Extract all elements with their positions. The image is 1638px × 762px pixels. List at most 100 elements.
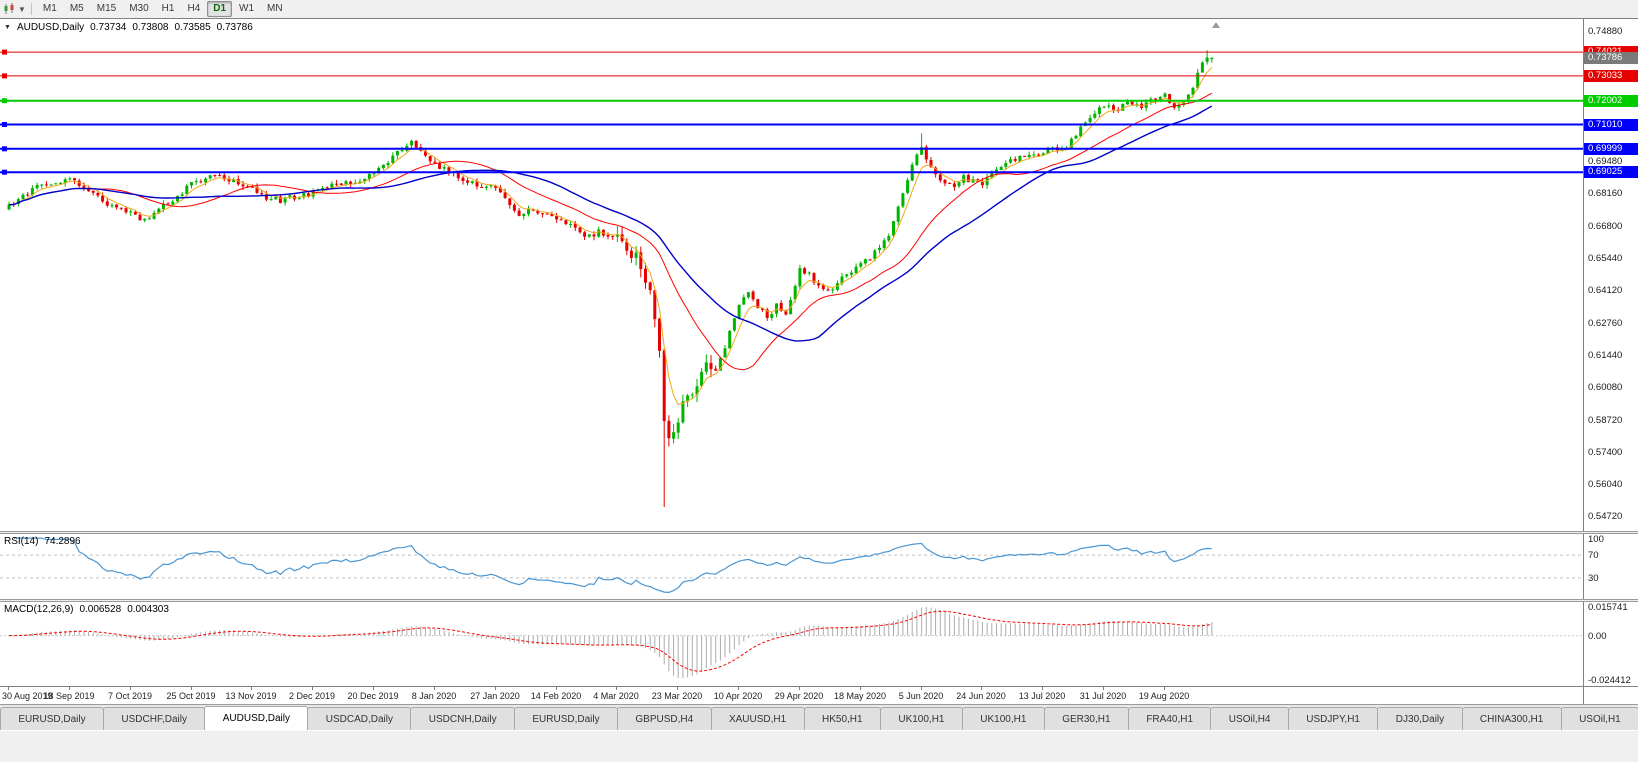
chart-tab-gbpusd-h4[interactable]: GBPUSD,H4 xyxy=(616,707,712,730)
rsi-axis-label: 70 xyxy=(1588,550,1599,561)
chart-tab-eurusd-daily[interactable]: EURUSD,Daily xyxy=(0,707,105,730)
macd-main-value: 0.006528 xyxy=(79,604,122,615)
chart-tab-hk50-h1[interactable]: HK50,H1 xyxy=(803,707,881,730)
panel-splitter[interactable] xyxy=(0,531,1638,534)
date-label: 29 Apr 2020 xyxy=(774,691,824,701)
timeframe-button-m1[interactable]: M1 xyxy=(42,3,57,14)
price-axis-label: 0.65440 xyxy=(1588,253,1623,264)
chart-tab-eurusd-daily[interactable]: EURUSD,Daily xyxy=(513,707,618,730)
ohlc-low: 0.73585 xyxy=(174,22,211,33)
macd-panel: MACD(12,26,9) 0.006528 0.004303 xyxy=(0,602,1583,686)
date-label: 10 Apr 2020 xyxy=(713,691,763,701)
date-label: 25 Oct 2019 xyxy=(166,691,216,701)
status-bar xyxy=(0,730,1638,762)
hline-price-box: 0.69025 xyxy=(1584,166,1638,178)
price-axis-label: 0.62760 xyxy=(1588,318,1623,329)
date-tick xyxy=(1042,687,1043,690)
timeframe-button-m30[interactable]: M30 xyxy=(129,3,149,14)
chart-tab-usoil-h4[interactable]: USOil,H4 xyxy=(1210,707,1289,730)
chart-tab-dj30-daily[interactable]: DJ30,Daily xyxy=(1377,707,1463,730)
moving-averages xyxy=(8,67,1213,406)
timeframe-toolbar: ▼ M1 M5 M15 M30 H1 H4 D1 W1 MN xyxy=(0,0,1638,18)
timeframe-button-w1[interactable]: W1 xyxy=(239,3,255,14)
timeframe-button-m5[interactable]: M5 xyxy=(69,3,84,14)
rsi-value: 74.2896 xyxy=(44,536,81,547)
price-axis-label: 0.68160 xyxy=(1588,188,1623,199)
price-chart-canvas[interactable] xyxy=(0,19,1583,531)
date-tick xyxy=(556,687,557,690)
panel-splitter[interactable] xyxy=(0,599,1638,602)
date-label: 18 Sep 2019 xyxy=(43,691,95,701)
date-tick xyxy=(1103,687,1104,690)
hline-price-box: 0.73033 xyxy=(1584,70,1638,82)
price-axis-label: 0.61440 xyxy=(1588,350,1623,361)
macd-row: MACD(12,26,9) 0.006528 0.004303 0.015741… xyxy=(0,602,1638,686)
bid-price-box: 0.73786 xyxy=(1584,52,1638,64)
date-tick xyxy=(8,687,9,690)
chart-tab-usdchf-daily[interactable]: USDCHF,Daily xyxy=(103,707,206,730)
macd-label: MACD(12,26,9) 0.006528 0.004303 xyxy=(4,604,169,615)
price-axis-label: 0.69480 xyxy=(1588,156,1623,167)
date-tick xyxy=(130,687,131,690)
rsi-axis[interactable]: 100 70 30 xyxy=(1583,534,1638,599)
price-axis-label: 0.74880 xyxy=(1588,26,1623,37)
rsi-canvas[interactable] xyxy=(0,534,1583,599)
ohlc-close: 0.73786 xyxy=(216,22,253,33)
date-label: 20 Dec 2019 xyxy=(347,691,399,701)
hline-handle xyxy=(2,146,7,152)
main-chart-panel: ▼ AUDUSD,Daily 0.73734 0.73808 0.73585 0… xyxy=(0,19,1583,531)
date-label: 5 Jun 2020 xyxy=(898,691,944,701)
rsi-axis-label: 30 xyxy=(1588,573,1599,584)
chart-tab-xauusd-h1[interactable]: XAUUSD,H1 xyxy=(710,707,805,730)
chart-tab-fra40-h1[interactable]: FRA40,H1 xyxy=(1127,707,1212,730)
hline-price-box: 0.71010 xyxy=(1584,119,1638,131)
chart-tab-audusd-daily[interactable]: AUDUSD,Daily xyxy=(204,706,309,730)
date-label: 14 Feb 2020 xyxy=(530,691,582,701)
timeframe-button-m15[interactable]: M15 xyxy=(96,3,117,14)
chart-shift-marker[interactable] xyxy=(1212,22,1220,28)
chart-tab-ger30-h1[interactable]: GER30,H1 xyxy=(1043,707,1129,730)
macd-canvas[interactable] xyxy=(0,602,1583,686)
macd-histogram xyxy=(13,607,1213,679)
rsi-line xyxy=(13,537,1212,594)
price-axis-label: 0.60080 xyxy=(1588,382,1623,393)
price-axis-label: 0.54720 xyxy=(1588,511,1623,522)
price-axis[interactable]: 0.74880 0.69480 0.68160 0.66800 0.65440 0.641… xyxy=(1583,19,1638,531)
date-label: 24 Jun 2020 xyxy=(956,691,1006,701)
timeframe-button-h1[interactable]: H1 xyxy=(161,3,175,14)
macd-axis[interactable]: 0.015741 0.00 -0.024412 xyxy=(1583,602,1638,686)
chart-tab-usdcad-daily[interactable]: USDCAD,Daily xyxy=(307,707,412,730)
timeframe-button-d1[interactable]: D1 xyxy=(207,1,233,17)
chart-tab-usdjpy-h1[interactable]: USDJPY,H1 xyxy=(1287,707,1379,730)
macd-axis-label: -0.024412 xyxy=(1588,675,1631,686)
candles xyxy=(7,50,1214,507)
chevron-down-icon[interactable]: ▼ xyxy=(18,4,26,14)
timeframe-button-h4[interactable]: H4 xyxy=(187,3,201,14)
date-label: 13 Nov 2019 xyxy=(225,691,277,701)
ma-sma-34 xyxy=(8,105,1213,342)
chart-tab-usdcnh-daily[interactable]: USDCNH,Daily xyxy=(410,707,515,730)
hline-price-box: 0.72002 xyxy=(1584,95,1638,107)
candlestick-chart-icon xyxy=(4,3,14,14)
toolbar-separator xyxy=(30,3,32,15)
date-tick xyxy=(373,687,374,690)
hline-handle xyxy=(2,98,7,104)
timeframe-button-mn[interactable]: MN xyxy=(267,3,283,14)
ohlc-collapse-icon[interactable]: ▼ xyxy=(4,24,11,31)
date-tick xyxy=(434,687,435,690)
chart-tab-uk100-h1[interactable]: UK100,H1 xyxy=(961,707,1045,730)
chart-workspace: ▼ AUDUSD,Daily 0.73734 0.73808 0.73585 0… xyxy=(0,18,1638,704)
date-label: 4 Mar 2020 xyxy=(593,691,639,701)
date-axis[interactable]: 30 Aug 2019 18 Sep 2019 7 Oct 2019 25 Oct 2… xyxy=(0,687,1583,704)
price-axis-label: 0.57400 xyxy=(1588,447,1623,458)
chart-tab-china300-h1[interactable]: CHINA300,H1 xyxy=(1461,707,1562,730)
date-tick xyxy=(312,687,313,690)
ma-sma-20 xyxy=(8,92,1213,371)
date-tick xyxy=(738,687,739,690)
date-label: 18 May 2020 xyxy=(833,691,887,701)
date-tick xyxy=(921,687,922,690)
chart-icon[interactable] xyxy=(3,3,17,15)
chart-tab-usoil-h1[interactable]: USOil,H1 xyxy=(1560,707,1638,730)
chart-tab-uk100-h1[interactable]: UK100,H1 xyxy=(879,707,963,730)
